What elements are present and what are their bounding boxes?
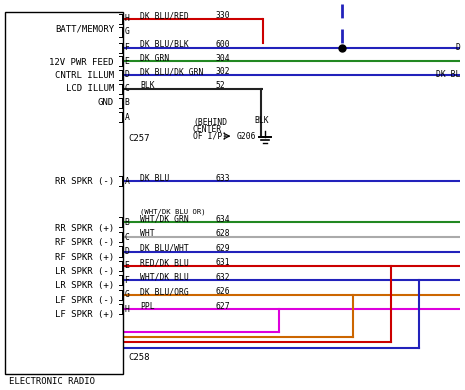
Text: LF SPKR (+): LF SPKR (+): [55, 310, 114, 319]
Text: RR SPKR (-): RR SPKR (-): [55, 177, 114, 186]
Text: C257: C257: [128, 134, 149, 143]
Text: 330: 330: [215, 11, 230, 20]
Text: 632: 632: [215, 273, 230, 282]
Text: C: C: [125, 84, 129, 94]
Text: C258: C258: [128, 353, 149, 362]
Text: DK BLU: DK BLU: [140, 174, 169, 183]
Text: BATT/MEMORY: BATT/MEMORY: [55, 25, 114, 34]
Text: CENTER: CENTER: [193, 125, 222, 134]
Text: BLK: BLK: [255, 116, 269, 126]
Text: C: C: [125, 232, 129, 242]
Text: DK BL: DK BL: [436, 70, 460, 80]
Text: 629: 629: [215, 244, 230, 253]
Text: B: B: [125, 218, 129, 227]
Text: 628: 628: [215, 229, 230, 239]
Text: 634: 634: [215, 215, 230, 224]
Text: RED/DK BLU: RED/DK BLU: [140, 258, 189, 268]
Text: WHT/DK BLU: WHT/DK BLU: [140, 273, 189, 282]
Text: G: G: [125, 290, 129, 300]
Text: PPL: PPL: [140, 301, 154, 311]
Text: 627: 627: [215, 301, 230, 311]
Text: DK BLU/DK GRN: DK BLU/DK GRN: [140, 67, 203, 76]
Text: DK GRN: DK GRN: [140, 53, 169, 63]
Text: OF I/P): OF I/P): [193, 131, 227, 141]
Text: RF SPKR (+): RF SPKR (+): [55, 252, 114, 262]
Text: D: D: [456, 43, 460, 52]
Text: D: D: [125, 70, 129, 80]
Text: 631: 631: [215, 258, 230, 268]
Text: RF SPKR (-): RF SPKR (-): [55, 238, 114, 247]
Text: F: F: [125, 43, 129, 52]
Text: BLK: BLK: [140, 81, 154, 90]
Text: H: H: [125, 14, 129, 23]
Text: LR SPKR (+): LR SPKR (+): [55, 281, 114, 291]
Text: E: E: [125, 57, 129, 66]
Text: DK BLU/BLK: DK BLU/BLK: [140, 40, 189, 49]
Text: CNTRL ILLUM: CNTRL ILLUM: [55, 71, 114, 80]
Text: 52: 52: [215, 81, 225, 90]
Text: 12V PWR FEED: 12V PWR FEED: [49, 58, 114, 67]
Text: D: D: [125, 247, 129, 256]
FancyBboxPatch shape: [5, 12, 123, 374]
Text: (WHT/DK BLU OR): (WHT/DK BLU OR): [140, 208, 206, 215]
Text: F: F: [125, 276, 129, 285]
Text: DK BLU/WHT: DK BLU/WHT: [140, 244, 189, 253]
Text: H: H: [125, 305, 129, 314]
Text: LR SPKR (-): LR SPKR (-): [55, 267, 114, 276]
Text: E: E: [125, 261, 129, 271]
Text: 626: 626: [215, 287, 230, 296]
Text: LCD ILLUM: LCD ILLUM: [66, 84, 114, 94]
Text: GND: GND: [98, 98, 114, 107]
Text: 633: 633: [215, 174, 230, 183]
Text: G: G: [125, 27, 129, 37]
Text: 600: 600: [215, 40, 230, 49]
Text: G206: G206: [236, 131, 256, 141]
Text: 302: 302: [215, 67, 230, 76]
Text: DK BLU/RED: DK BLU/RED: [140, 11, 189, 20]
Text: ELECTRONIC RADIO: ELECTRONIC RADIO: [9, 377, 95, 386]
Text: A: A: [125, 177, 129, 186]
Text: A: A: [125, 112, 129, 122]
Text: DK BLU/ORG: DK BLU/ORG: [140, 287, 189, 296]
Text: LF SPKR (-): LF SPKR (-): [55, 296, 114, 305]
Text: B: B: [125, 98, 129, 107]
Text: 304: 304: [215, 53, 230, 63]
Text: WHT: WHT: [140, 229, 154, 239]
Text: WHT/DK GRN: WHT/DK GRN: [140, 215, 189, 224]
Text: RR SPKR (+): RR SPKR (+): [55, 223, 114, 233]
Text: (BEHIND: (BEHIND: [193, 118, 227, 128]
